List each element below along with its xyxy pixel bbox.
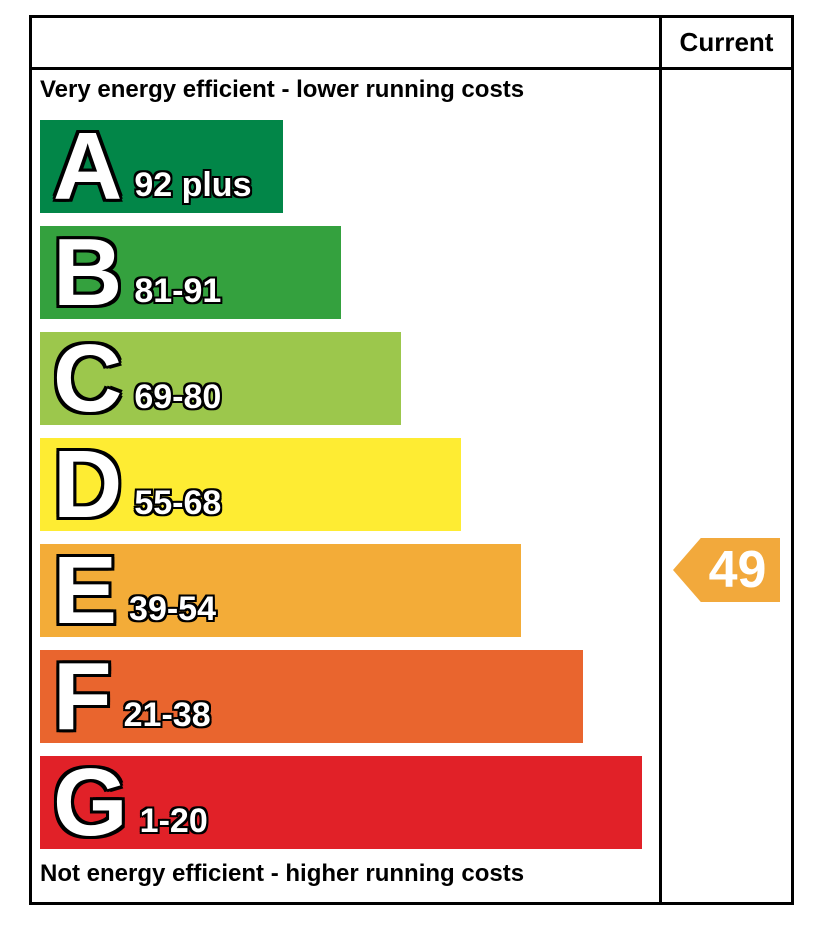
epc-energy-rating-chart: Current Very energy efficient - lower ru… <box>29 15 794 905</box>
current-rating-arrow: 49 <box>673 538 780 602</box>
band-letter: D <box>53 431 123 538</box>
band-letter: E <box>53 537 118 644</box>
band-letter: C <box>53 325 123 432</box>
band-range: 55-68 <box>134 484 222 522</box>
band-range: 39-54 <box>129 590 216 628</box>
band-B: B 81-91 <box>40 219 341 326</box>
band-letter: A <box>53 113 123 220</box>
rating-bands: A 92 plus B 81-91 C 69-80 D 55-68 E 39-54 F 21-38 G 1… <box>40 113 642 856</box>
band-A: A 92 plus <box>40 113 283 220</box>
top-caption: Very energy efficient - lower running co… <box>40 76 525 103</box>
column-divider <box>659 18 662 902</box>
band-D: D 55-68 <box>40 431 461 538</box>
band-range: 92 plus <box>134 166 252 204</box>
current-rating-value: 49 <box>708 541 767 599</box>
band-C: C 69-80 <box>40 325 401 432</box>
band-G: G 1-20 <box>40 749 642 856</box>
band-range: 21-38 <box>123 696 211 734</box>
header-row <box>32 18 791 70</box>
bottom-caption: Not energy efficient - higher running co… <box>40 860 525 887</box>
band-range: 69-80 <box>134 378 222 416</box>
band-range: 81-91 <box>134 272 222 310</box>
band-letter: F <box>53 643 112 750</box>
band-range: 1-20 <box>139 802 208 840</box>
band-F: F 21-38 <box>40 643 583 750</box>
band-letter: B <box>53 219 123 326</box>
band-E: E 39-54 <box>40 537 521 644</box>
current-column-header: Current <box>679 27 774 57</box>
band-letter: G <box>53 749 128 856</box>
